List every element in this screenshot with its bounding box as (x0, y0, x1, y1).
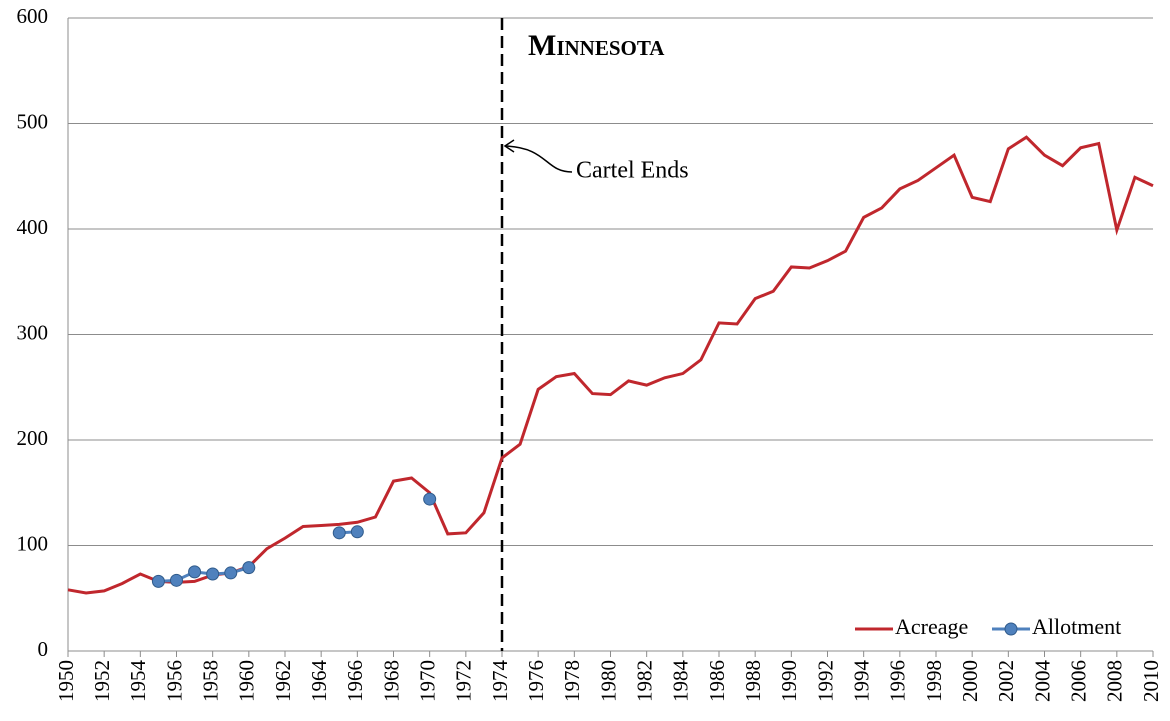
x-tick-label: 1974 (488, 660, 512, 703)
x-tick-label: 1986 (705, 660, 729, 702)
x-tick-label: 1992 (813, 660, 837, 702)
x-tick-label: 2002 (994, 660, 1018, 702)
x-tick-label: 1994 (849, 660, 873, 703)
legend-label: Acreage (895, 614, 968, 639)
x-tick-label: 1964 (307, 660, 331, 703)
y-tick-label: 0 (38, 637, 49, 661)
x-tick-label: 1970 (415, 660, 439, 702)
legend-marker (1004, 622, 1018, 636)
y-tick-label: 200 (17, 426, 49, 450)
x-tick-label: 1954 (126, 660, 150, 703)
y-tick-label: 300 (17, 320, 49, 344)
x-tick-label: 1958 (198, 660, 222, 702)
x-tick-label: 1984 (669, 660, 693, 703)
x-tick-label: 1968 (379, 660, 403, 702)
x-tick-label: 1978 (560, 660, 584, 702)
x-tick-label: 1996 (886, 660, 910, 702)
x-tick-label: 2008 (1103, 660, 1127, 702)
series-marker (332, 526, 346, 540)
x-tick-label: 1976 (524, 660, 548, 702)
x-tick-label: 1960 (235, 660, 259, 702)
x-tick-label: 1952 (90, 660, 114, 702)
y-tick-label: 400 (17, 215, 49, 239)
x-tick-label: 1966 (343, 660, 367, 702)
x-tick-label: 1956 (162, 660, 186, 702)
annotation-arrow (505, 145, 573, 173)
x-tick-label: 1962 (271, 660, 295, 702)
x-tick-label: 1950 (54, 660, 78, 702)
x-tick-label: 1980 (596, 660, 620, 702)
y-tick-label: 600 (17, 4, 49, 28)
x-tick-label: 1972 (452, 660, 476, 702)
x-tick-label: 2004 (1030, 660, 1054, 703)
series-marker (350, 525, 364, 539)
arrow-head (503, 139, 515, 153)
chart-title: Minnesota (528, 29, 665, 62)
x-tick-label: 1998 (922, 660, 946, 702)
x-tick-label: 2010 (1139, 660, 1163, 702)
series-marker (188, 565, 202, 579)
x-tick-label: 1982 (632, 660, 656, 702)
series-marker (151, 574, 165, 588)
annotation-text: Cartel Ends (576, 158, 689, 184)
series-marker (242, 561, 256, 575)
y-tick-label: 500 (17, 109, 49, 133)
x-tick-label: 1988 (741, 660, 765, 702)
x-tick-label: 2006 (1066, 660, 1090, 702)
series-line (67, 135, 1154, 595)
x-tick-label: 1990 (777, 660, 801, 702)
series-marker (206, 567, 220, 581)
series-marker (170, 573, 183, 587)
series-marker (423, 492, 437, 506)
x-tick-label: 2000 (958, 660, 982, 702)
y-tick-label: 100 (17, 531, 49, 555)
series-marker (224, 566, 238, 580)
legend-label: Allotment (1032, 614, 1121, 639)
